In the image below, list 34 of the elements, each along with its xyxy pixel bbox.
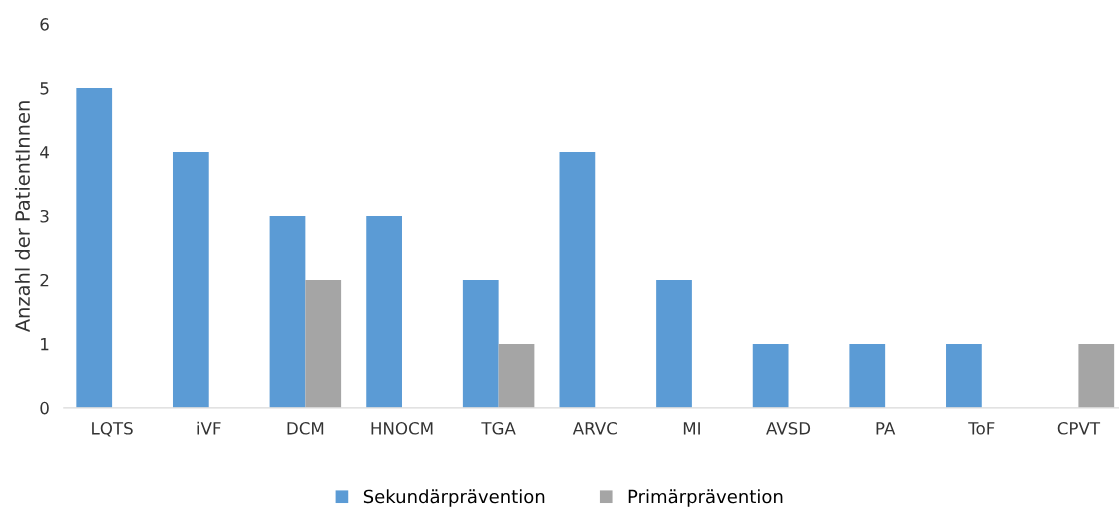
x-tick-label: MI [683,422,700,435]
x-tick-label: ToF [968,422,995,435]
y-tick-label: 5 [40,82,49,95]
x-tick-label: LQTS [92,422,133,437]
bar [269,215,306,408]
y-tick-label: 6 [40,18,49,31]
x-tick-label: CPVT [1057,422,1101,435]
x-tick-label: AVSD [766,422,811,435]
y-tick-label: 2 [40,273,49,287]
bar [462,279,499,408]
bar [172,152,209,408]
legend-label: Sekundärprävention [363,489,545,507]
x-tick-label: iVF [197,421,221,435]
x-tick-label: HNOCM [371,422,433,435]
y-axis-title: Anzahl der PatientInnen [14,101,30,333]
y-tick-label: 1 [41,338,49,351]
bar [752,343,789,408]
x-tick-label: PA [876,422,896,435]
x-tick-label: TGA [481,422,516,435]
y-tick-label: 0 [40,401,49,415]
bar [366,215,402,408]
x-tick-label: ARVC [572,422,617,435]
legend-label: Primärprävention [628,489,783,507]
y-tick-label: 4 [40,146,49,159]
bar [305,279,342,408]
y-tick-label: 3 [40,209,49,223]
bar [849,343,886,408]
bar [559,152,596,408]
bar [946,343,982,408]
bar [498,343,535,408]
x-tick-label: DCM [287,422,324,435]
bar [1078,343,1115,408]
bar [656,279,692,408]
bar [76,88,113,408]
